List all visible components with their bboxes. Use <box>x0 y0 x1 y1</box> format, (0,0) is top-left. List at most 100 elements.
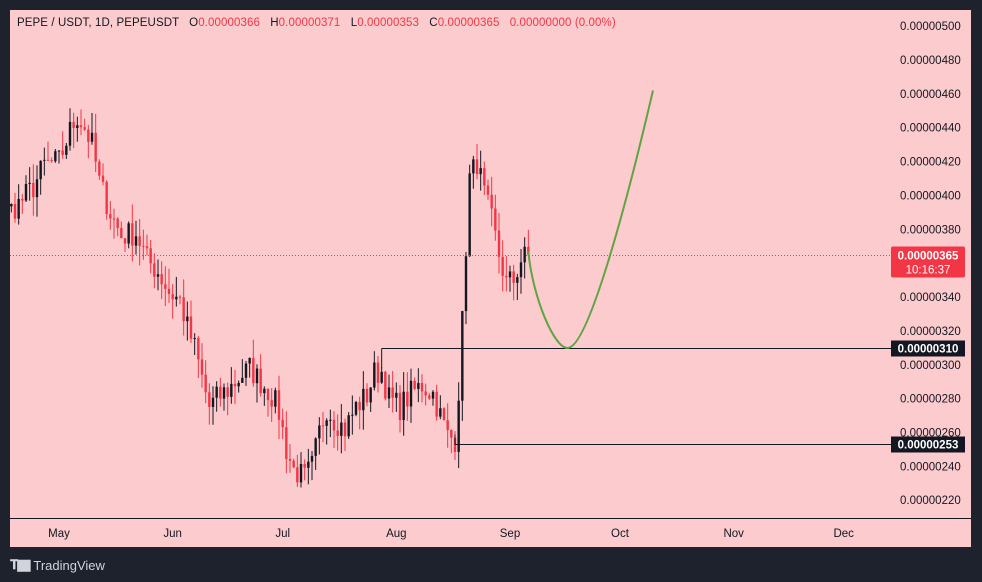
candle <box>362 371 365 430</box>
candle <box>215 381 218 412</box>
candle <box>54 149 57 163</box>
candle <box>68 108 72 151</box>
candle <box>145 234 149 256</box>
candle <box>479 150 482 191</box>
candle <box>94 113 97 173</box>
candle <box>395 382 398 412</box>
candle <box>266 388 270 417</box>
candle <box>446 403 449 448</box>
candle <box>303 459 306 481</box>
y-tick-label: 0.00000320 <box>900 326 961 338</box>
close-value: 0.00000365 <box>437 17 500 29</box>
candle <box>329 409 332 438</box>
close-label: C <box>429 17 438 29</box>
level-price-label: 0.00000253 <box>898 440 959 452</box>
candle <box>296 454 299 487</box>
candle <box>292 458 295 469</box>
candle <box>417 368 420 403</box>
candle <box>149 239 152 274</box>
candle <box>46 141 50 161</box>
last-price-badge <box>891 246 965 278</box>
candle <box>347 412 350 439</box>
countdown-label: 10:16:37 <box>906 265 951 277</box>
candle <box>475 144 479 180</box>
candle <box>208 383 211 425</box>
candle <box>259 354 262 397</box>
y-tick-label: 0.00000240 <box>900 461 961 473</box>
footer: 𝐓▇ TradingView <box>10 556 105 574</box>
candle <box>237 380 240 393</box>
y-tick-label: 0.00000220 <box>900 495 961 507</box>
candle <box>197 335 200 379</box>
candle <box>72 112 75 149</box>
y-tick-label: 0.00000340 <box>900 292 961 304</box>
candle <box>420 374 424 403</box>
candle <box>142 229 145 260</box>
candle <box>241 359 244 383</box>
high-label: H <box>270 17 279 29</box>
change-value: 0.00000000 (0.00%) <box>509 17 616 29</box>
candle <box>248 357 251 378</box>
candle <box>285 411 288 474</box>
candle <box>116 217 119 237</box>
candle <box>186 301 189 341</box>
candle <box>468 164 471 257</box>
candle <box>310 451 314 481</box>
candle <box>252 339 255 387</box>
candle <box>505 256 508 292</box>
candle <box>439 395 442 420</box>
candle <box>13 192 17 223</box>
y-tick-label: 0.00000400 <box>900 190 961 202</box>
candle <box>127 221 130 249</box>
candlestick-chart[interactable]: 0.00000220 0.00000240 0.00000260 0.00000280… <box>10 10 971 547</box>
candle <box>90 112 94 145</box>
candle <box>76 116 79 142</box>
candle <box>230 367 233 404</box>
candle <box>450 429 453 454</box>
plot-area[interactable] <box>10 90 890 488</box>
brand-name: TradingView <box>33 557 105 573</box>
chart-pane[interactable]: 0.00000220 0.00000240 0.00000260 0.00000280… <box>10 10 971 547</box>
candle <box>39 160 42 195</box>
x-tick-label: Jun <box>163 528 182 540</box>
symbol-label: PEPE / USDT, 1D, PEPEUSDT <box>17 17 180 29</box>
candle <box>387 374 391 409</box>
candle <box>497 212 501 274</box>
candle <box>351 395 354 435</box>
candle <box>156 259 160 291</box>
candle <box>193 333 196 356</box>
candle <box>413 377 416 391</box>
candle <box>123 238 127 252</box>
candle <box>112 208 116 239</box>
candle <box>28 167 31 201</box>
candle <box>204 360 207 404</box>
candle <box>442 407 446 421</box>
candle <box>21 194 24 214</box>
x-tick-label: Dec <box>833 528 854 540</box>
candle <box>233 369 237 405</box>
candle <box>263 386 266 406</box>
projection-curve[interactable] <box>527 90 654 349</box>
candle <box>483 161 486 195</box>
candle <box>354 400 358 417</box>
candle <box>211 386 215 425</box>
y-tick-label: 0.00000460 <box>900 89 961 101</box>
candle <box>32 164 35 216</box>
candle <box>219 377 222 407</box>
y-tick-label: 0.00000440 <box>900 123 961 135</box>
candle <box>321 412 325 443</box>
candle <box>428 392 431 400</box>
x-tick-label: May <box>48 528 70 540</box>
candle <box>398 384 402 433</box>
legend-header: PEPE / USDT, 1D, PEPEUSDT O0.00000366 H0… <box>17 17 616 29</box>
candle <box>332 411 336 449</box>
candle <box>138 218 141 266</box>
candle <box>61 131 64 159</box>
candle <box>325 418 328 445</box>
candle <box>406 372 409 421</box>
candle <box>50 157 53 163</box>
candle <box>384 370 387 401</box>
candle <box>340 404 343 454</box>
level-price-badge <box>891 340 965 357</box>
candle <box>131 204 134 262</box>
